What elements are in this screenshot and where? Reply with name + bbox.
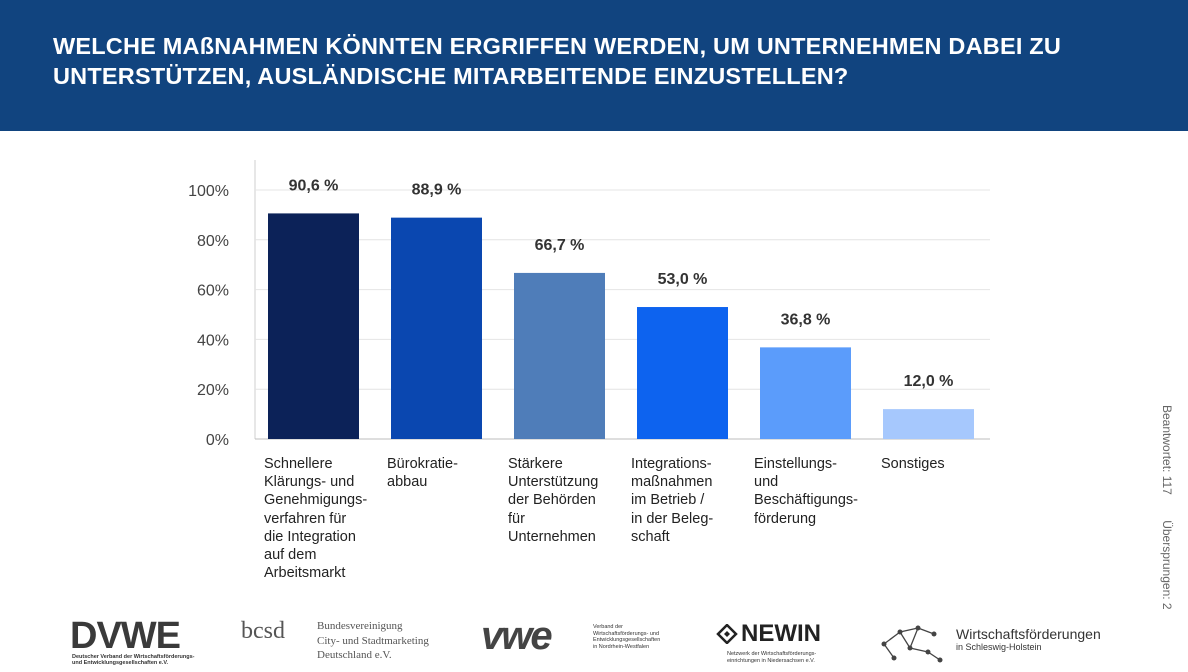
wsh-logo: Wirtschaftsförderungen: [956, 626, 1101, 642]
network-nodes-icon: [881, 625, 943, 663]
dvwe-logo-subtitle: Deutscher Verband der Wirtschaftsförderu…: [72, 654, 195, 666]
bcsd-logo: bcsd: [241, 618, 285, 644]
x-tick-label: Schnellere Klärungs- und Genehmigungs-verf…: [264, 456, 368, 582]
answered-count: Beantwortet: 117: [1160, 405, 1174, 495]
y-tick-label: 40%: [197, 332, 229, 349]
y-tick-label: 0%: [206, 432, 229, 449]
y-tick-label: 100%: [188, 183, 229, 200]
header-banner: WELCHE MAßNAHMEN KÖNNTEN ERGRIFFEN WERDE…: [0, 0, 1188, 131]
x-tick-label: Sonstiges: [881, 456, 945, 472]
title-line-1: WELCHE MAßNAHMEN KÖNNTEN ERGRIFFEN WERDE…: [53, 33, 1062, 59]
newin-logo: NEWIN: [741, 620, 821, 647]
x-tick-label: Integrations-maßnahmen im Betrieb / in der…: [631, 456, 714, 545]
y-tick-label: 60%: [197, 283, 229, 300]
data-label: 66,7 %: [535, 237, 585, 254]
x-tick-label: Einstellungs-und Beschäftigungs-förderung: [754, 456, 858, 527]
bar: [883, 409, 974, 439]
x-tick-label: Stärkere Unterstützung der Behörden für Unte…: [508, 456, 599, 545]
y-tick-label: 20%: [197, 382, 229, 399]
newin-logo-subtitle: Netzwerk der Wirtschaftsförderungs- einr…: [727, 651, 817, 664]
bcsd-logo-subtitle: Bundesvereinigung City- und Stadtmarketi…: [317, 620, 429, 661]
bar-chart: 0% 20% 40% 60% 80% 100% 90,6 % 88,9 % 66,7 % 53,0…: [188, 160, 990, 449]
data-label: 36,8 %: [781, 311, 831, 328]
x-tick-label: Bürokratie-abbau: [387, 456, 458, 491]
y-tick-label: 80%: [197, 233, 229, 250]
data-label: 12,0 %: [904, 373, 954, 390]
bar: [268, 213, 359, 439]
data-label: 90,6 %: [289, 177, 339, 194]
bar: [391, 217, 482, 439]
bar: [514, 272, 605, 439]
title-line-2: UNTERSTÜTZEN, AUSLÄNDISCHE MITARBEITENDE…: [53, 63, 849, 89]
page-title: WELCHE MAßNAHMEN KÖNNTEN ERGRIFFEN WERDE…: [53, 31, 1153, 91]
data-label: 88,9 %: [412, 182, 462, 199]
newin-diamond-icon: [716, 624, 738, 644]
vwe-logo: vwe: [481, 614, 553, 658]
bar: [760, 347, 851, 439]
skipped-count: Übersprungen: 2: [1160, 520, 1174, 610]
response-count-note: Beantwortet: 117 Übersprungen: 2: [1160, 405, 1174, 632]
dvwe-logo: DVWE: [70, 615, 181, 657]
bar: [637, 307, 728, 439]
wsh-logo-subtitle: in Schleswig-Holstein: [956, 642, 1042, 652]
data-label: 53,0 %: [658, 271, 708, 288]
vwe-logo-subtitle: Verband der Wirtschaftsförderungs- und E…: [593, 624, 661, 650]
